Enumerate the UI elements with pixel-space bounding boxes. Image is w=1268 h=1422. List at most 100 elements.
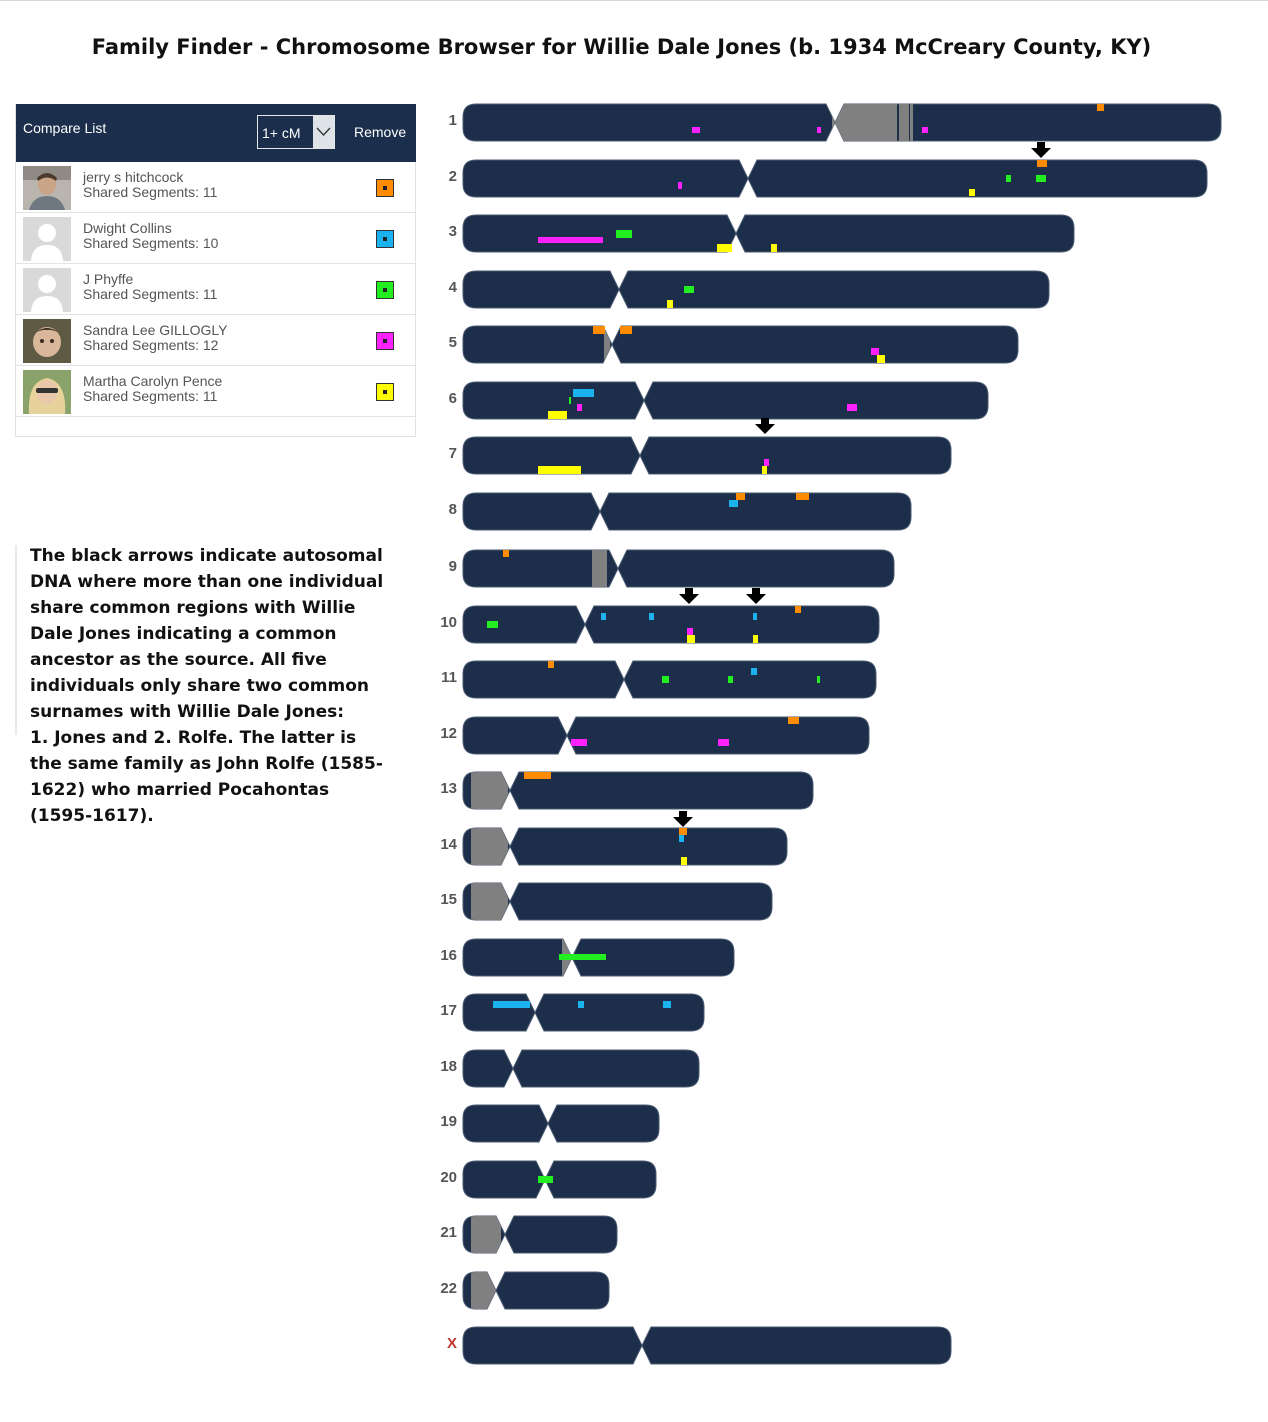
shared-segment[interactable] — [548, 661, 554, 668]
shared-segment[interactable] — [538, 1176, 553, 1183]
shared-segment[interactable] — [1006, 175, 1011, 182]
shared-segment[interactable] — [548, 411, 567, 419]
shared-segment[interactable] — [1097, 104, 1104, 111]
shared-segment[interactable] — [762, 466, 767, 474]
list-item[interactable]: jerry s hitchcock Shared Segments: 11 — [16, 162, 415, 213]
color-swatch-orange[interactable] — [376, 179, 394, 197]
shared-segment[interactable] — [871, 348, 879, 355]
member-name[interactable]: jerry s hitchcock — [83, 169, 184, 185]
shared-segment[interactable] — [620, 326, 632, 334]
chromosome-16[interactable] — [462, 938, 735, 977]
shared-segment[interactable] — [681, 857, 687, 865]
list-item[interactable]: Sandra Lee GILLOGLY Shared Segments: 12 — [16, 315, 415, 366]
color-swatch-yellow[interactable] — [376, 383, 394, 401]
shared-segment[interactable] — [729, 500, 738, 507]
chromosome-label: 6 — [448, 390, 457, 407]
shared-segment[interactable] — [601, 613, 606, 620]
shared-segment[interactable] — [649, 613, 654, 620]
chromosome-21[interactable] — [462, 1215, 618, 1254]
shared-segment[interactable] — [764, 459, 769, 466]
shared-segment[interactable] — [817, 127, 821, 133]
shared-segment[interactable] — [922, 127, 928, 133]
chromosome-5[interactable] — [462, 325, 1019, 364]
shared-segment[interactable] — [578, 1001, 584, 1008]
shared-segment[interactable] — [728, 676, 733, 683]
shared-segment[interactable] — [487, 621, 498, 628]
shared-segment[interactable] — [524, 772, 551, 779]
chromosome-14[interactable] — [462, 827, 788, 866]
chromosome-6[interactable] — [462, 381, 989, 420]
shared-segment[interactable] — [1037, 160, 1047, 167]
shared-segments: Shared Segments: 11 — [83, 184, 218, 200]
shared-segment[interactable] — [662, 676, 669, 683]
chromosome-8[interactable] — [462, 492, 912, 531]
shared-segment[interactable] — [679, 835, 684, 842]
shared-segment[interactable] — [538, 466, 581, 474]
chromosome-20[interactable] — [462, 1160, 657, 1199]
shared-segment[interactable] — [678, 182, 682, 189]
shared-segment[interactable] — [717, 244, 732, 252]
color-swatch-green[interactable] — [376, 281, 394, 299]
member-name[interactable]: J Phyffe — [83, 271, 134, 287]
list-item[interactable]: Dwight Collins Shared Segments: 10 — [16, 213, 415, 264]
shared-segment[interactable] — [736, 493, 745, 500]
shared-segment[interactable] — [718, 739, 729, 746]
gap-region — [471, 772, 508, 809]
shared-segment[interactable] — [795, 606, 801, 613]
shared-segment[interactable] — [687, 635, 695, 643]
chromosome-10[interactable] — [462, 605, 880, 644]
shared-segment[interactable] — [753, 613, 757, 620]
chromosome-17[interactable] — [462, 993, 705, 1032]
chromosome-7[interactable] — [462, 436, 952, 475]
chromosome-9[interactable] — [462, 549, 895, 588]
shared-segment[interactable] — [847, 404, 857, 411]
list-item[interactable]: Martha Carolyn Pence Shared Segments: 11 — [16, 366, 415, 417]
shared-segment[interactable] — [503, 550, 509, 557]
chromosome-4[interactable] — [462, 270, 1050, 309]
color-swatch-blue[interactable] — [376, 230, 394, 248]
chromosome-12[interactable] — [462, 716, 870, 755]
shared-segment[interactable] — [616, 230, 632, 238]
list-item[interactable]: J Phyffe Shared Segments: 11 — [16, 264, 415, 315]
chromosome-1[interactable] — [462, 103, 1222, 142]
shared-segment[interactable] — [788, 717, 799, 724]
chromosome-13[interactable] — [462, 771, 814, 810]
shared-segment[interactable] — [751, 668, 757, 675]
shared-segment[interactable] — [684, 286, 694, 293]
chromosome-22[interactable] — [462, 1271, 610, 1310]
member-name[interactable]: Martha Carolyn Pence — [83, 373, 223, 389]
shared-segment[interactable] — [796, 493, 809, 500]
chromosome-2[interactable] — [462, 159, 1208, 198]
shared-segment[interactable] — [679, 828, 687, 835]
shared-segment[interactable] — [771, 244, 777, 252]
member-name[interactable]: Dwight Collins — [83, 220, 172, 236]
shared-segment[interactable] — [577, 404, 582, 411]
chromosome-11[interactable] — [462, 660, 877, 699]
shared-segment[interactable] — [569, 397, 571, 404]
chromosome-19[interactable] — [462, 1104, 660, 1143]
shared-segment[interactable] — [593, 326, 605, 334]
shared-segment[interactable] — [493, 1001, 530, 1008]
chromosome-X[interactable] — [462, 1326, 952, 1365]
cm-threshold-select[interactable]: 1+ cM — [257, 115, 335, 149]
shared-segment[interactable] — [969, 189, 975, 196]
chromosome-18[interactable] — [462, 1049, 700, 1088]
chromosome-3[interactable] — [462, 214, 1075, 253]
shared-segment[interactable] — [663, 1001, 671, 1008]
shared-segment[interactable] — [687, 628, 693, 635]
shared-segment[interactable] — [573, 389, 594, 397]
member-name[interactable]: Sandra Lee GILLOGLY — [83, 322, 228, 338]
remove-button[interactable]: Remove — [354, 124, 407, 140]
shared-segment[interactable] — [817, 676, 820, 683]
chevron-down-icon[interactable] — [313, 116, 334, 148]
shared-segment[interactable] — [1036, 175, 1046, 182]
shared-segment[interactable] — [571, 739, 587, 746]
color-swatch-magenta[interactable] — [376, 332, 394, 350]
chromosome-15[interactable] — [462, 882, 773, 921]
shared-segment[interactable] — [667, 300, 673, 308]
shared-segment[interactable] — [877, 355, 885, 363]
shared-segment[interactable] — [692, 127, 700, 133]
shared-segment[interactable] — [753, 635, 758, 643]
shared-segment[interactable] — [538, 237, 603, 243]
shared-segment[interactable] — [559, 954, 606, 960]
